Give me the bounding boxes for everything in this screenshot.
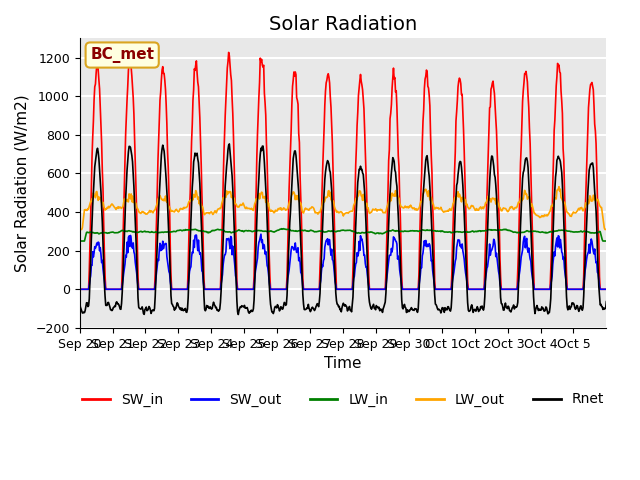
SW_in: [261, 100, 269, 106]
SW_in: [398, 274, 406, 280]
LW_in: [76, 238, 83, 244]
LW_in: [281, 226, 289, 232]
Rnet: [282, 302, 289, 308]
Rnet: [234, 312, 242, 317]
SW_in: [138, 287, 145, 292]
Legend: SW_in, SW_out, LW_in, LW_out, Rnet: SW_in, SW_out, LW_in, LW_out, Rnet: [76, 387, 610, 412]
LW_out: [260, 195, 268, 201]
LW_in: [602, 238, 610, 244]
LW_out: [234, 204, 242, 209]
SW_in: [76, 287, 83, 292]
SW_out: [138, 287, 145, 292]
Rnet: [225, 141, 233, 147]
Rnet: [236, 306, 243, 312]
SW_out: [398, 283, 406, 289]
SW_out: [602, 287, 610, 292]
LW_out: [555, 184, 563, 190]
LW_in: [138, 228, 145, 234]
Line: Rnet: Rnet: [79, 144, 606, 314]
LW_in: [398, 228, 406, 234]
Rnet: [399, 305, 406, 311]
Rnet: [138, 306, 145, 312]
SW_out: [261, 251, 269, 257]
LW_in: [260, 228, 268, 234]
SW_out: [257, 231, 265, 237]
Y-axis label: Solar Radiation (W/m2): Solar Radiation (W/m2): [15, 94, 30, 272]
Rnet: [602, 299, 610, 304]
Rnet: [262, 183, 269, 189]
X-axis label: Time: Time: [324, 356, 362, 371]
SW_out: [234, 287, 242, 292]
SW_out: [428, 258, 435, 264]
LW_out: [427, 196, 435, 202]
LW_out: [76, 227, 83, 232]
SW_out: [281, 287, 289, 292]
SW_out: [76, 287, 83, 292]
LW_in: [234, 228, 242, 233]
Line: SW_out: SW_out: [79, 234, 606, 289]
Rnet: [76, 298, 83, 304]
LW_out: [397, 204, 405, 210]
LW_in: [428, 228, 435, 233]
Line: LW_out: LW_out: [79, 187, 606, 229]
Line: LW_in: LW_in: [79, 228, 606, 241]
SW_in: [428, 153, 435, 159]
Title: Solar Radiation: Solar Radiation: [269, 15, 417, 34]
SW_in: [281, 287, 289, 292]
LW_out: [602, 227, 610, 232]
SW_in: [602, 287, 610, 292]
LW_out: [280, 205, 288, 211]
LW_in: [280, 226, 287, 231]
Text: BC_met: BC_met: [90, 47, 154, 63]
LW_out: [138, 210, 145, 216]
SW_in: [235, 287, 243, 292]
Rnet: [428, 229, 436, 235]
Line: SW_in: SW_in: [79, 52, 606, 289]
SW_in: [225, 49, 232, 55]
